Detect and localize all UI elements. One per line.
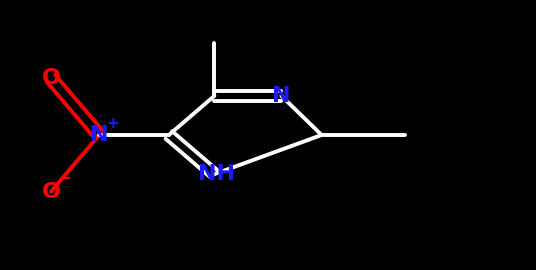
Text: O: O (41, 182, 61, 202)
Text: NH: NH (198, 164, 235, 184)
Text: −: − (58, 171, 71, 186)
Text: +: + (107, 116, 120, 130)
Text: N: N (272, 86, 291, 106)
Text: N: N (90, 125, 108, 145)
Text: O: O (41, 68, 61, 88)
